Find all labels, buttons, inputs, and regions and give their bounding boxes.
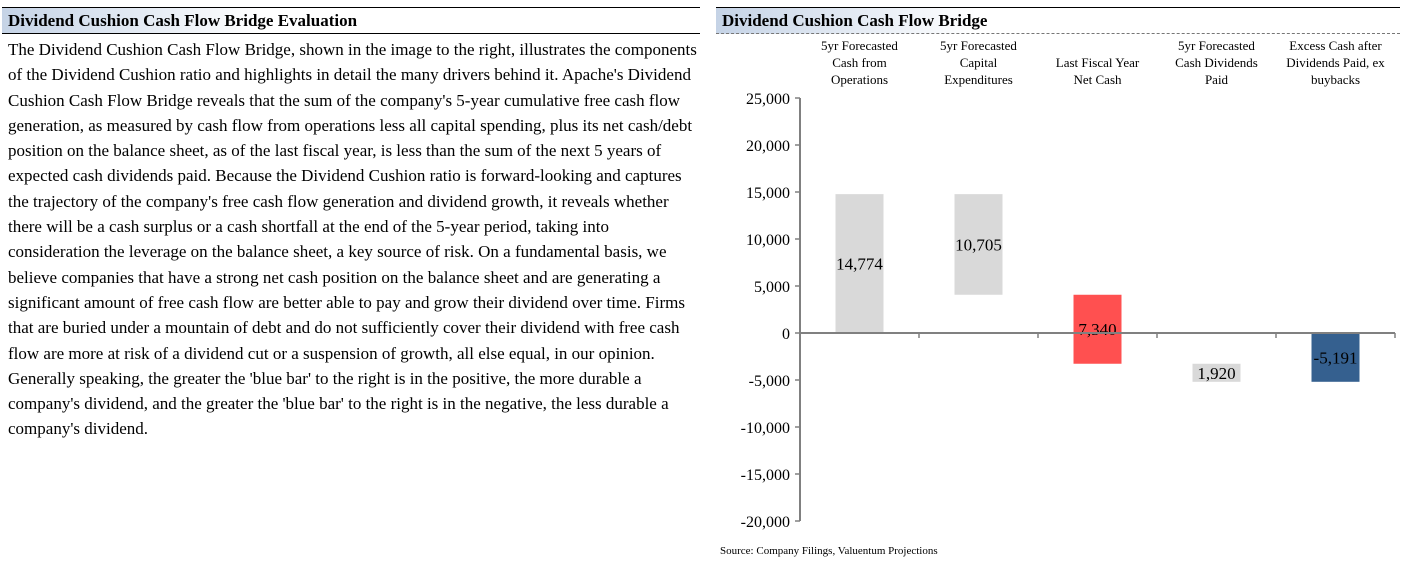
- bar-value-label: 14,774: [836, 255, 883, 274]
- bar-value-label: 10,705: [955, 235, 1002, 254]
- bar-value-label: -5,191: [1314, 348, 1358, 367]
- category-label: Expenditures: [944, 72, 1013, 87]
- category-label: Dividends Paid, ex: [1286, 55, 1385, 70]
- waterfall-chart: 25,000 20,000 15,000 10,000 5,000 0 -5,000 -10,…: [741, 38, 1396, 531]
- category-label: buybacks: [1311, 72, 1360, 87]
- y-tick-label: 0: [782, 326, 790, 343]
- bar: [1192, 363, 1241, 382]
- y-tick-label: 15,000: [746, 185, 790, 202]
- y-tick-label: -15,000: [741, 467, 790, 484]
- category-label: 5yr Forecasted: [821, 38, 898, 53]
- category-label: Excess Cash after: [1289, 38, 1382, 53]
- category-label: Net Cash: [1073, 72, 1122, 87]
- bar: [835, 194, 884, 333]
- bar-value-label: 1,920: [1197, 364, 1235, 383]
- y-tick-label: 10,000: [746, 232, 790, 249]
- category-label: Paid: [1205, 72, 1229, 87]
- evaluation-title: Dividend Cushion Cash Flow Bridge Evalua…: [2, 7, 700, 34]
- category-label: Operations: [831, 72, 888, 87]
- y-tick-label: -5,000: [749, 373, 790, 390]
- bar: [1311, 333, 1360, 382]
- y-tick-label: -20,000: [741, 514, 790, 531]
- category-label: Cash from: [832, 55, 887, 70]
- category-label: Cash Dividends: [1175, 55, 1258, 70]
- bar-value-label: 7,340: [1078, 320, 1116, 339]
- bar: [1073, 294, 1122, 364]
- y-tick-label: -10,000: [741, 420, 790, 437]
- category-label: Last Fiscal Year: [1056, 55, 1140, 70]
- evaluation-text: The Dividend Cushion Cash Flow Bridge, s…: [8, 40, 697, 439]
- y-tick-label: 5,000: [754, 279, 790, 296]
- y-tick-label: 20,000: [746, 138, 790, 155]
- category-label: Capital: [960, 55, 998, 70]
- chart-source: Source: Company Filings, Valuentum Proje…: [720, 545, 938, 557]
- category-label: 5yr Forecasted: [1178, 38, 1255, 53]
- bar: [954, 194, 1003, 295]
- y-tick-label: 25,000: [746, 91, 790, 108]
- category-label: 5yr Forecasted: [940, 38, 1017, 53]
- chart-title: Dividend Cushion Cash Flow Bridge: [716, 7, 1400, 34]
